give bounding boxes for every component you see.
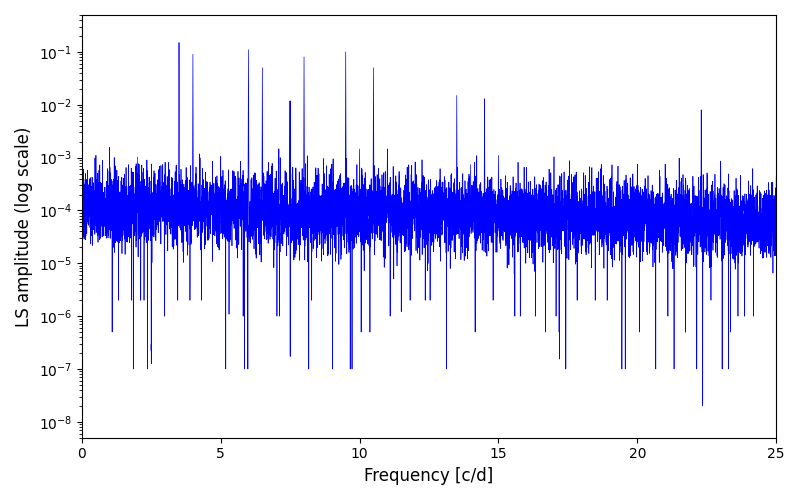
X-axis label: Frequency [c/d]: Frequency [c/d] (364, 467, 494, 485)
Y-axis label: LS amplitude (log scale): LS amplitude (log scale) (15, 126, 33, 326)
